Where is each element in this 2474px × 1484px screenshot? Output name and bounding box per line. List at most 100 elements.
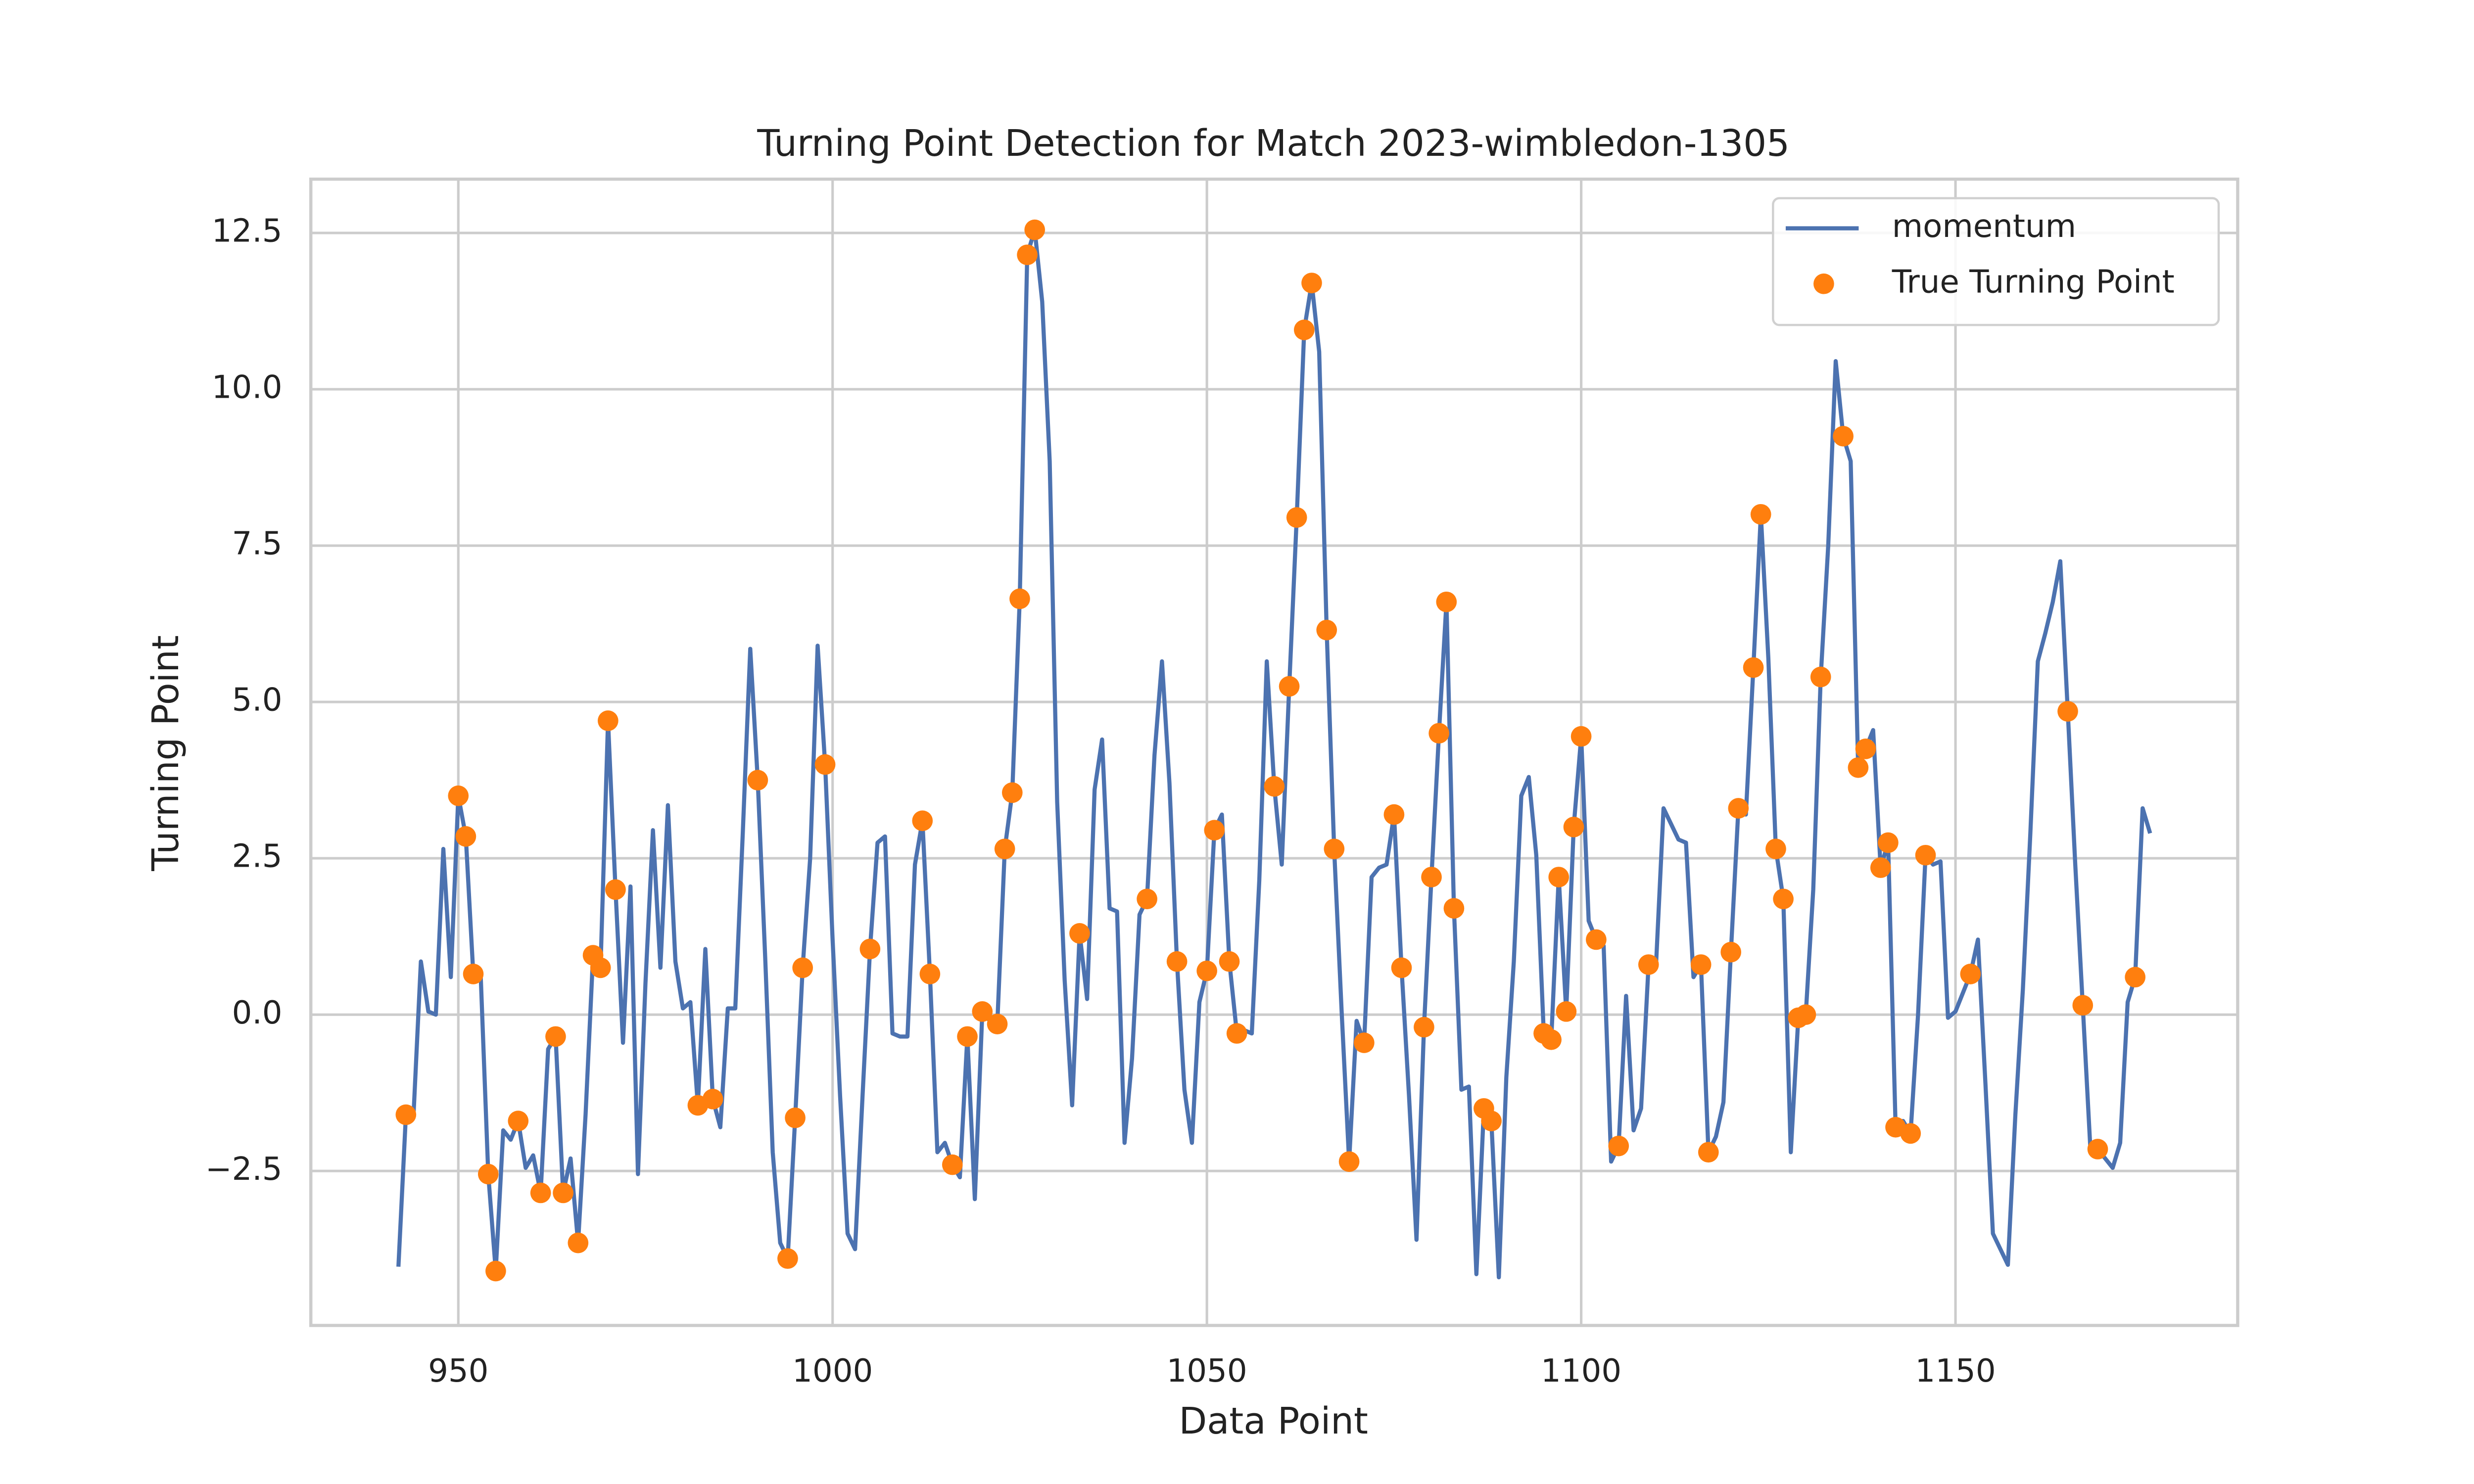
turning-point	[1137, 888, 1157, 910]
turning-point	[1017, 244, 1038, 265]
y-tick-label: −2.5	[205, 1151, 283, 1188]
turning-point	[1563, 817, 1584, 837]
turning-point	[1743, 657, 1764, 678]
turning-point	[1428, 723, 1449, 744]
turning-point	[1773, 888, 1794, 910]
turning-point	[1833, 425, 1854, 447]
turning-point	[463, 964, 484, 984]
turning-point	[1541, 1029, 1562, 1050]
turning-point	[1338, 1151, 1360, 1172]
plot-frame	[309, 177, 2239, 1327]
y-axis-label: Turning Point	[145, 635, 187, 872]
turning-point	[2057, 701, 2078, 722]
x-tick-label: 950	[428, 1353, 488, 1390]
turning-point	[987, 1014, 1008, 1034]
turning-point	[1870, 857, 1891, 878]
turning-point	[590, 957, 611, 978]
turning-point	[1728, 798, 1749, 819]
turning-point	[1481, 1111, 1502, 1131]
legend-label: True Turning Point	[1892, 264, 2175, 300]
turning-point	[1765, 838, 1786, 859]
turning-point	[1069, 923, 1090, 944]
turning-point	[1878, 832, 1899, 853]
y-tick-label: 0.0	[232, 995, 283, 1031]
turning-point	[2087, 1139, 2108, 1159]
turning-point	[1264, 776, 1285, 797]
turning-point	[957, 1026, 978, 1047]
x-axis-label: Data Point	[1179, 1400, 1368, 1442]
y-tick-label: 10.0	[212, 370, 283, 406]
turning-point	[448, 785, 469, 806]
turning-point	[485, 1260, 506, 1282]
turning-point	[1383, 804, 1405, 825]
turning-point	[1279, 676, 1300, 697]
y-tick-label: 12.5	[212, 213, 283, 249]
turning-point	[1294, 320, 1315, 340]
turning-point	[1570, 726, 1592, 747]
turning-point	[1219, 951, 1240, 972]
turning-point	[1720, 941, 1742, 963]
turning-point	[1855, 739, 1876, 759]
turning-point	[2125, 967, 2146, 988]
turning-point	[605, 879, 626, 900]
turning-point	[1301, 273, 1322, 293]
turning-point	[1001, 782, 1023, 803]
turning-point	[942, 1154, 963, 1175]
turning-point	[545, 1026, 566, 1047]
turning-point	[1556, 1001, 1577, 1022]
turning-point	[1915, 844, 1936, 866]
x-tick-label: 1100	[1541, 1353, 1621, 1390]
plot-area: 950 1000 1050 1100 1150 −2.5 0.0 2.5 5.0 7.5 10.0 1…	[205, 177, 2239, 1390]
turning-point	[702, 1089, 723, 1110]
turning-point	[1443, 898, 1465, 919]
turning-point	[1414, 1017, 1434, 1038]
turning-point	[792, 957, 813, 978]
x-tick-label: 1000	[792, 1353, 873, 1390]
turning-point	[912, 810, 933, 832]
turning-point	[1226, 1023, 1247, 1044]
x-tick-label: 1150	[1915, 1353, 1996, 1390]
y-tick-label: 2.5	[232, 838, 283, 875]
turning-point	[1548, 867, 1570, 887]
turning-point	[530, 1182, 551, 1204]
turning-point	[1900, 1123, 1921, 1144]
turning-point	[1638, 954, 1659, 975]
turning-point	[1608, 1135, 1629, 1157]
legend-swatch	[1813, 273, 1834, 294]
turning-point	[2072, 995, 2093, 1016]
turning-point	[919, 964, 941, 984]
turning-point	[1204, 820, 1225, 841]
turning-point	[597, 710, 618, 731]
turning-point	[455, 826, 476, 847]
turning-point	[1698, 1142, 1719, 1163]
turning-point	[1690, 954, 1712, 975]
turning-point	[1316, 619, 1337, 641]
turning-point	[477, 1163, 499, 1185]
turning-point	[1024, 219, 1046, 240]
turning-point	[747, 770, 768, 790]
turning-point	[972, 1001, 993, 1022]
turning-point	[1750, 504, 1771, 525]
turning-point	[1848, 757, 1869, 778]
turning-point	[1436, 591, 1457, 612]
turning-point	[785, 1107, 806, 1128]
turning-point	[568, 1232, 589, 1253]
y-tick-label: 5.0	[232, 682, 283, 719]
turning-point	[1009, 588, 1030, 609]
chart-title: Turning Point Detection for Match 2023-w…	[757, 123, 1790, 165]
turning-point	[1810, 666, 1831, 688]
turning-point	[1960, 964, 1981, 984]
turning-point	[395, 1104, 417, 1125]
turning-point	[1166, 951, 1188, 972]
turning-point	[1795, 1004, 1816, 1025]
x-tick-label: 1050	[1167, 1353, 1247, 1390]
turning-point	[994, 838, 1015, 859]
turning-point	[1354, 1032, 1375, 1053]
turning-point	[508, 1111, 529, 1131]
turning-point	[814, 754, 836, 775]
legend-box	[1772, 197, 2220, 326]
turning-point	[1391, 957, 1412, 978]
turning-point	[1324, 838, 1345, 859]
